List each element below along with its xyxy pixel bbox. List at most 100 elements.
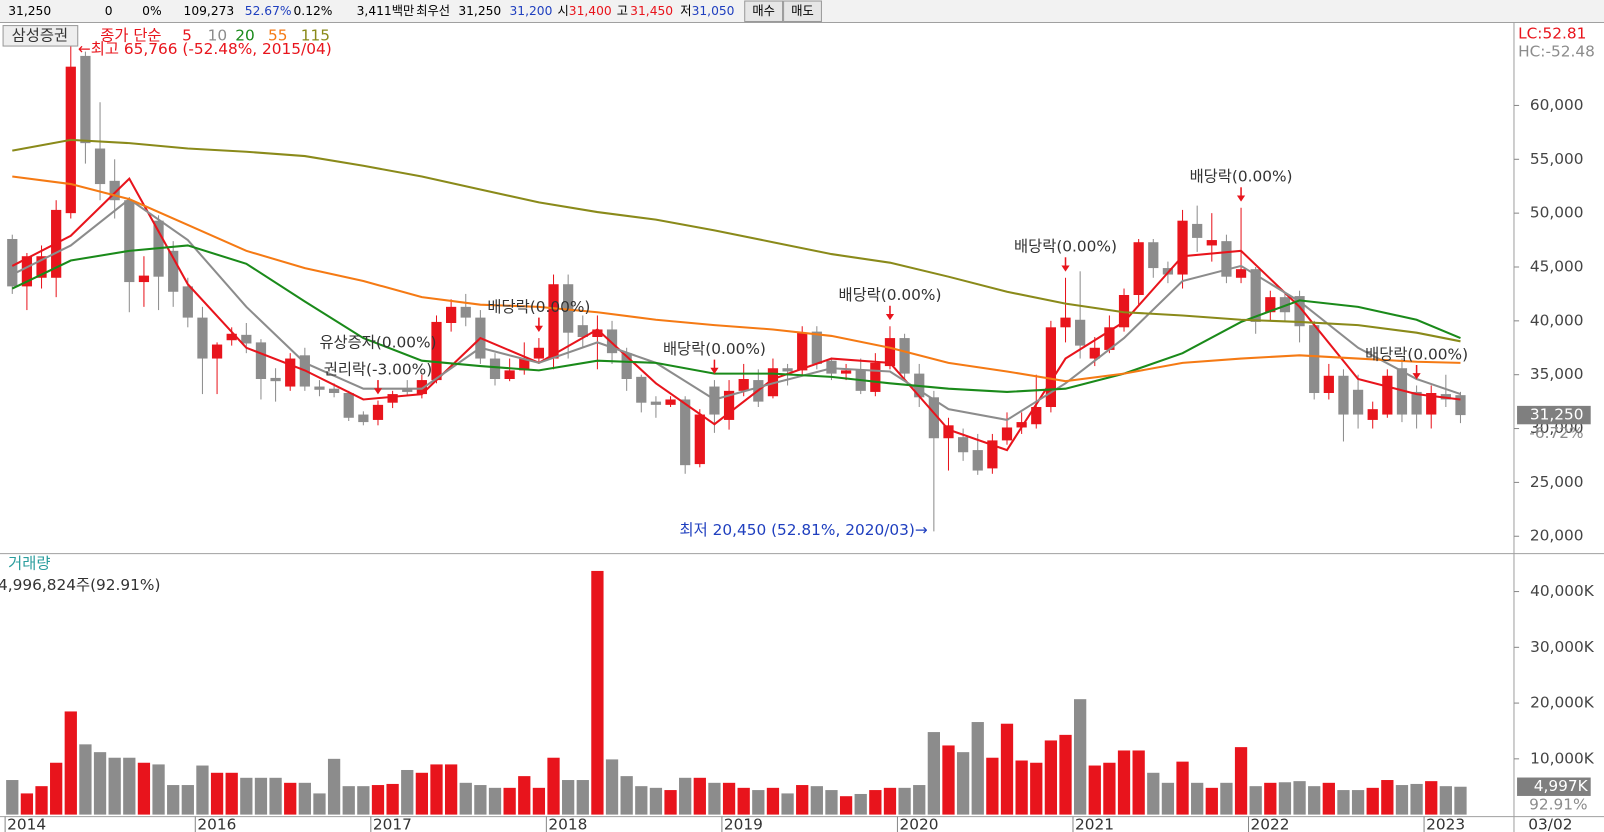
quote-field: 31,400 [569,4,612,18]
volume-bar [620,776,633,815]
volume-bar [474,785,487,815]
annotation: 배당락(0.00%) [1014,238,1117,256]
annotation: 배당락(0.00%) [663,340,766,358]
volume-bar [956,752,970,815]
x-tick-label: 2018 [548,815,587,832]
legend-entry: 5 [182,26,192,44]
candle-body [1060,317,1071,328]
annotation-arrowhead [1412,373,1421,380]
hc-label: HC:-52.48 [1518,43,1595,61]
volume-bar [664,790,677,815]
candle-body [840,370,852,374]
volume-bar [459,782,472,815]
volume-bar [254,777,268,815]
date-label: 03/02 [1528,815,1572,832]
quote-field: 31,050 [692,4,735,18]
moving-average-line [12,138,1461,343]
volume-bar [518,776,531,815]
volume-bar [737,787,750,815]
volume-bar [137,762,151,815]
quote-field: 31,250 [8,4,51,18]
volume-bar [722,782,736,815]
volume-bar [1278,782,1292,815]
candle-body [1177,220,1188,275]
y-tick-label: 10,000K [1530,749,1595,767]
candle-body [1045,327,1057,408]
volume-bar [576,780,589,815]
quote-field: 0.12% [294,4,333,18]
candle-body [1221,241,1232,277]
candle-body [1192,223,1203,238]
volume-bar [210,772,224,815]
instrument-name: 삼성증권 [12,26,68,44]
candle-body [328,388,340,394]
volume-bar [1088,765,1101,815]
x-tick-label: 2022 [1251,815,1290,832]
volume-bar [327,758,341,815]
volume-bar [1366,787,1379,815]
candle-body [1118,294,1130,328]
button[interactable] [744,0,784,23]
volume-bar [152,764,165,815]
candle-body [343,393,354,418]
button-label[interactable]: 매수 [752,4,775,18]
candle-body [621,353,632,380]
candle-body [899,338,910,374]
volume-bar [1293,781,1306,815]
button[interactable] [783,0,822,23]
volume-bar [1264,782,1277,815]
candle-body [958,437,969,453]
candle-body [358,414,369,423]
candle-body [460,306,471,318]
volume-bar [488,787,502,815]
candle-body [80,55,91,144]
candle-body [1016,422,1027,428]
volume-bar [123,757,136,815]
candle-body [987,440,998,469]
candle-body [1338,375,1349,415]
volume-bar [284,782,297,815]
volume-bar [1249,786,1262,815]
candle-body [197,317,208,359]
candle-body [314,386,325,390]
candle-body [884,338,896,367]
candle-body [1396,368,1408,415]
quote-field: 0% [142,4,161,18]
volume-bar [1425,781,1438,815]
volume-bar [1220,782,1233,815]
volume-bar [1439,786,1452,815]
candle-body [782,368,793,372]
volume-bar [1044,740,1058,815]
x-tick-label: 2016 [197,815,236,832]
button-label[interactable]: 매도 [791,4,814,18]
candle-body [1352,389,1364,415]
annotation: 유상증자(0.00%) [319,334,436,352]
quote-field: 3,411백만 [357,4,415,18]
volume-bar [752,790,765,815]
candle-body [592,329,603,338]
candle-body [21,256,33,287]
y-tick-label: 55,000 [1530,150,1584,168]
volume-bar [6,780,19,815]
candle-body [1075,319,1086,346]
candle-body [446,306,457,324]
volume-bar [1030,762,1043,815]
volume-bar [20,793,34,815]
quote-field: 시 [557,4,568,18]
y-tick-label: 20,000K [1530,694,1595,712]
candle-body [928,397,939,439]
volume-bar [430,764,443,815]
last-volume-label: 4,997K [1534,777,1589,795]
volume-bar [1161,782,1175,815]
lc-label: LC:52.81 [1518,24,1586,42]
candle-body [797,332,808,371]
volume-bar [1176,761,1189,815]
candle-body [870,362,881,392]
candle-body [1367,409,1378,420]
candle-body [826,360,837,374]
volume-bar [766,787,780,815]
quote-field: 52.67% [245,4,292,18]
volume-bar [371,785,385,815]
candle-body [504,370,515,380]
volume-bar [1205,787,1218,815]
